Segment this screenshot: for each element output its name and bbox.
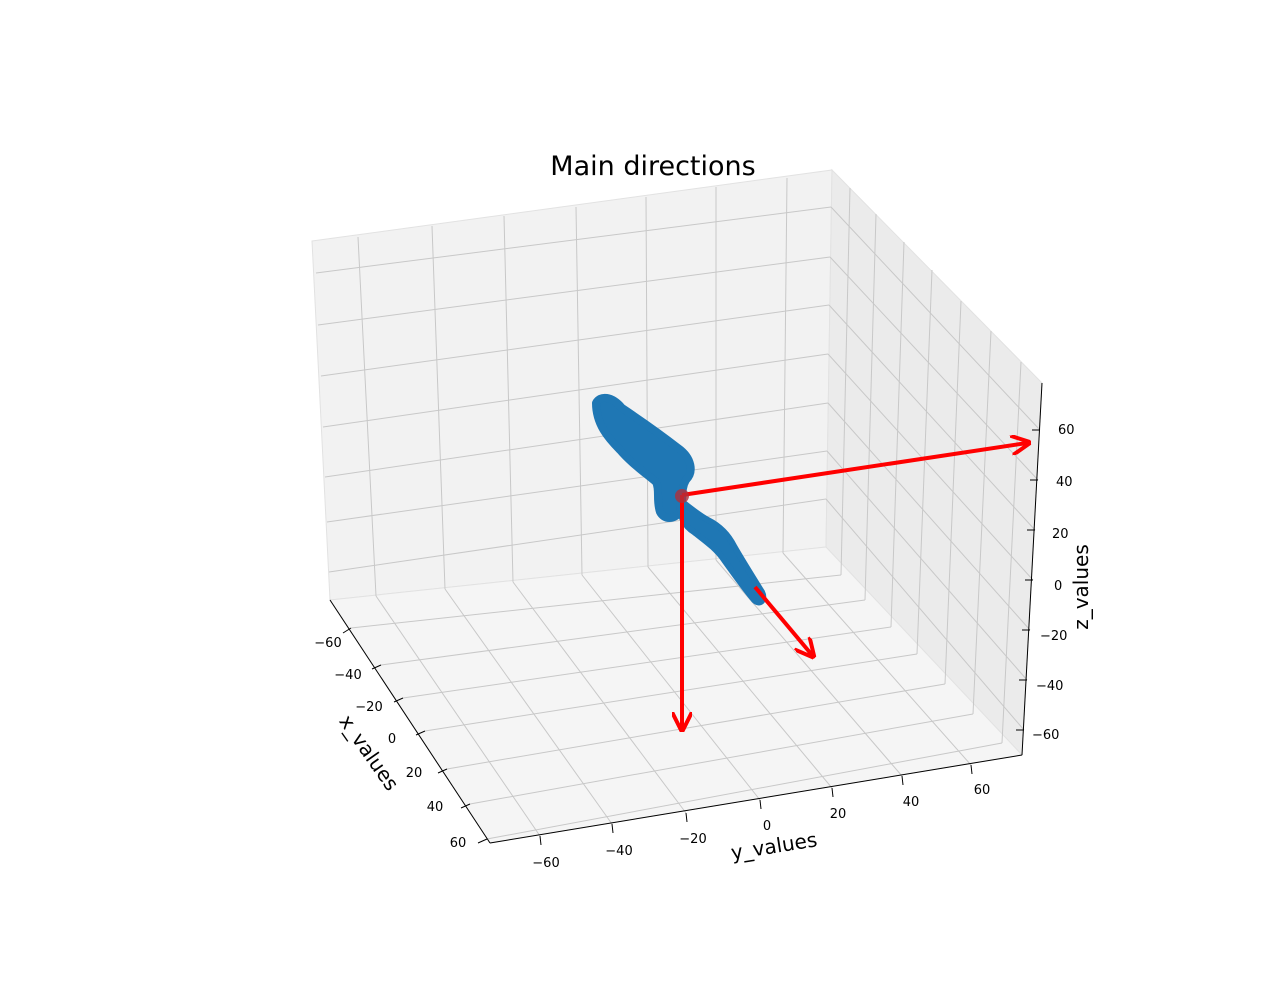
grid-back-pane — [315, 177, 832, 597]
x-tick-label: −60 — [314, 636, 341, 651]
y-tick-label: 20 — [830, 807, 847, 822]
x-tick-labels: −60 −40 −20 0 20 40 60 — [314, 636, 466, 851]
z-tick-labels: 60 40 20 0 −20 −40 −60 — [1032, 423, 1075, 743]
direction-arrows — [682, 443, 1027, 728]
x-tick-label: 40 — [427, 800, 444, 815]
y-tick-labels: −60 −40 −20 0 20 40 60 — [532, 783, 990, 871]
z-tick-label: −40 — [1036, 679, 1063, 694]
tick-marks — [342, 429, 1040, 846]
y-axis-line — [489, 754, 1023, 844]
z-axis-label: z_values — [1069, 544, 1093, 630]
back-pane — [311, 169, 833, 601]
direction-arrow-1 — [681, 443, 1027, 497]
x-tick-label: −40 — [334, 668, 361, 683]
z-tick-label: −20 — [1040, 629, 1067, 644]
center-point — [675, 489, 689, 503]
z-tick-label: 60 — [1058, 423, 1075, 438]
z-axis-line — [1021, 382, 1043, 756]
direction-arrow-3 — [753, 585, 812, 655]
grid-right-pane — [825, 187, 1041, 744]
x-axis-label: x_values — [334, 710, 403, 795]
z-tick-label: 20 — [1052, 527, 1069, 542]
axis-lines — [329, 382, 1043, 844]
x-axis-line — [329, 599, 491, 844]
x-tick-label: −20 — [355, 700, 382, 715]
y-axis-label: y_values — [729, 827, 819, 864]
y-tick-label: 0 — [763, 819, 771, 834]
x-tick-label: 20 — [406, 766, 423, 781]
point-cloud-lower-limb — [676, 497, 767, 606]
z-tick-label: −60 — [1032, 728, 1059, 743]
y-tick-label: −20 — [679, 832, 706, 847]
y-tick-label: 60 — [974, 783, 991, 798]
y-tick-label: 40 — [903, 795, 920, 810]
x-tick-label: 60 — [450, 836, 467, 851]
z-tick-label: 40 — [1056, 475, 1073, 490]
y-tick-label: −60 — [532, 856, 559, 871]
y-tick-label: −40 — [605, 844, 632, 859]
chart-title: Main directions — [550, 151, 755, 182]
x-tick-label: 0 — [388, 732, 396, 747]
z-tick-label: 0 — [1054, 579, 1062, 594]
